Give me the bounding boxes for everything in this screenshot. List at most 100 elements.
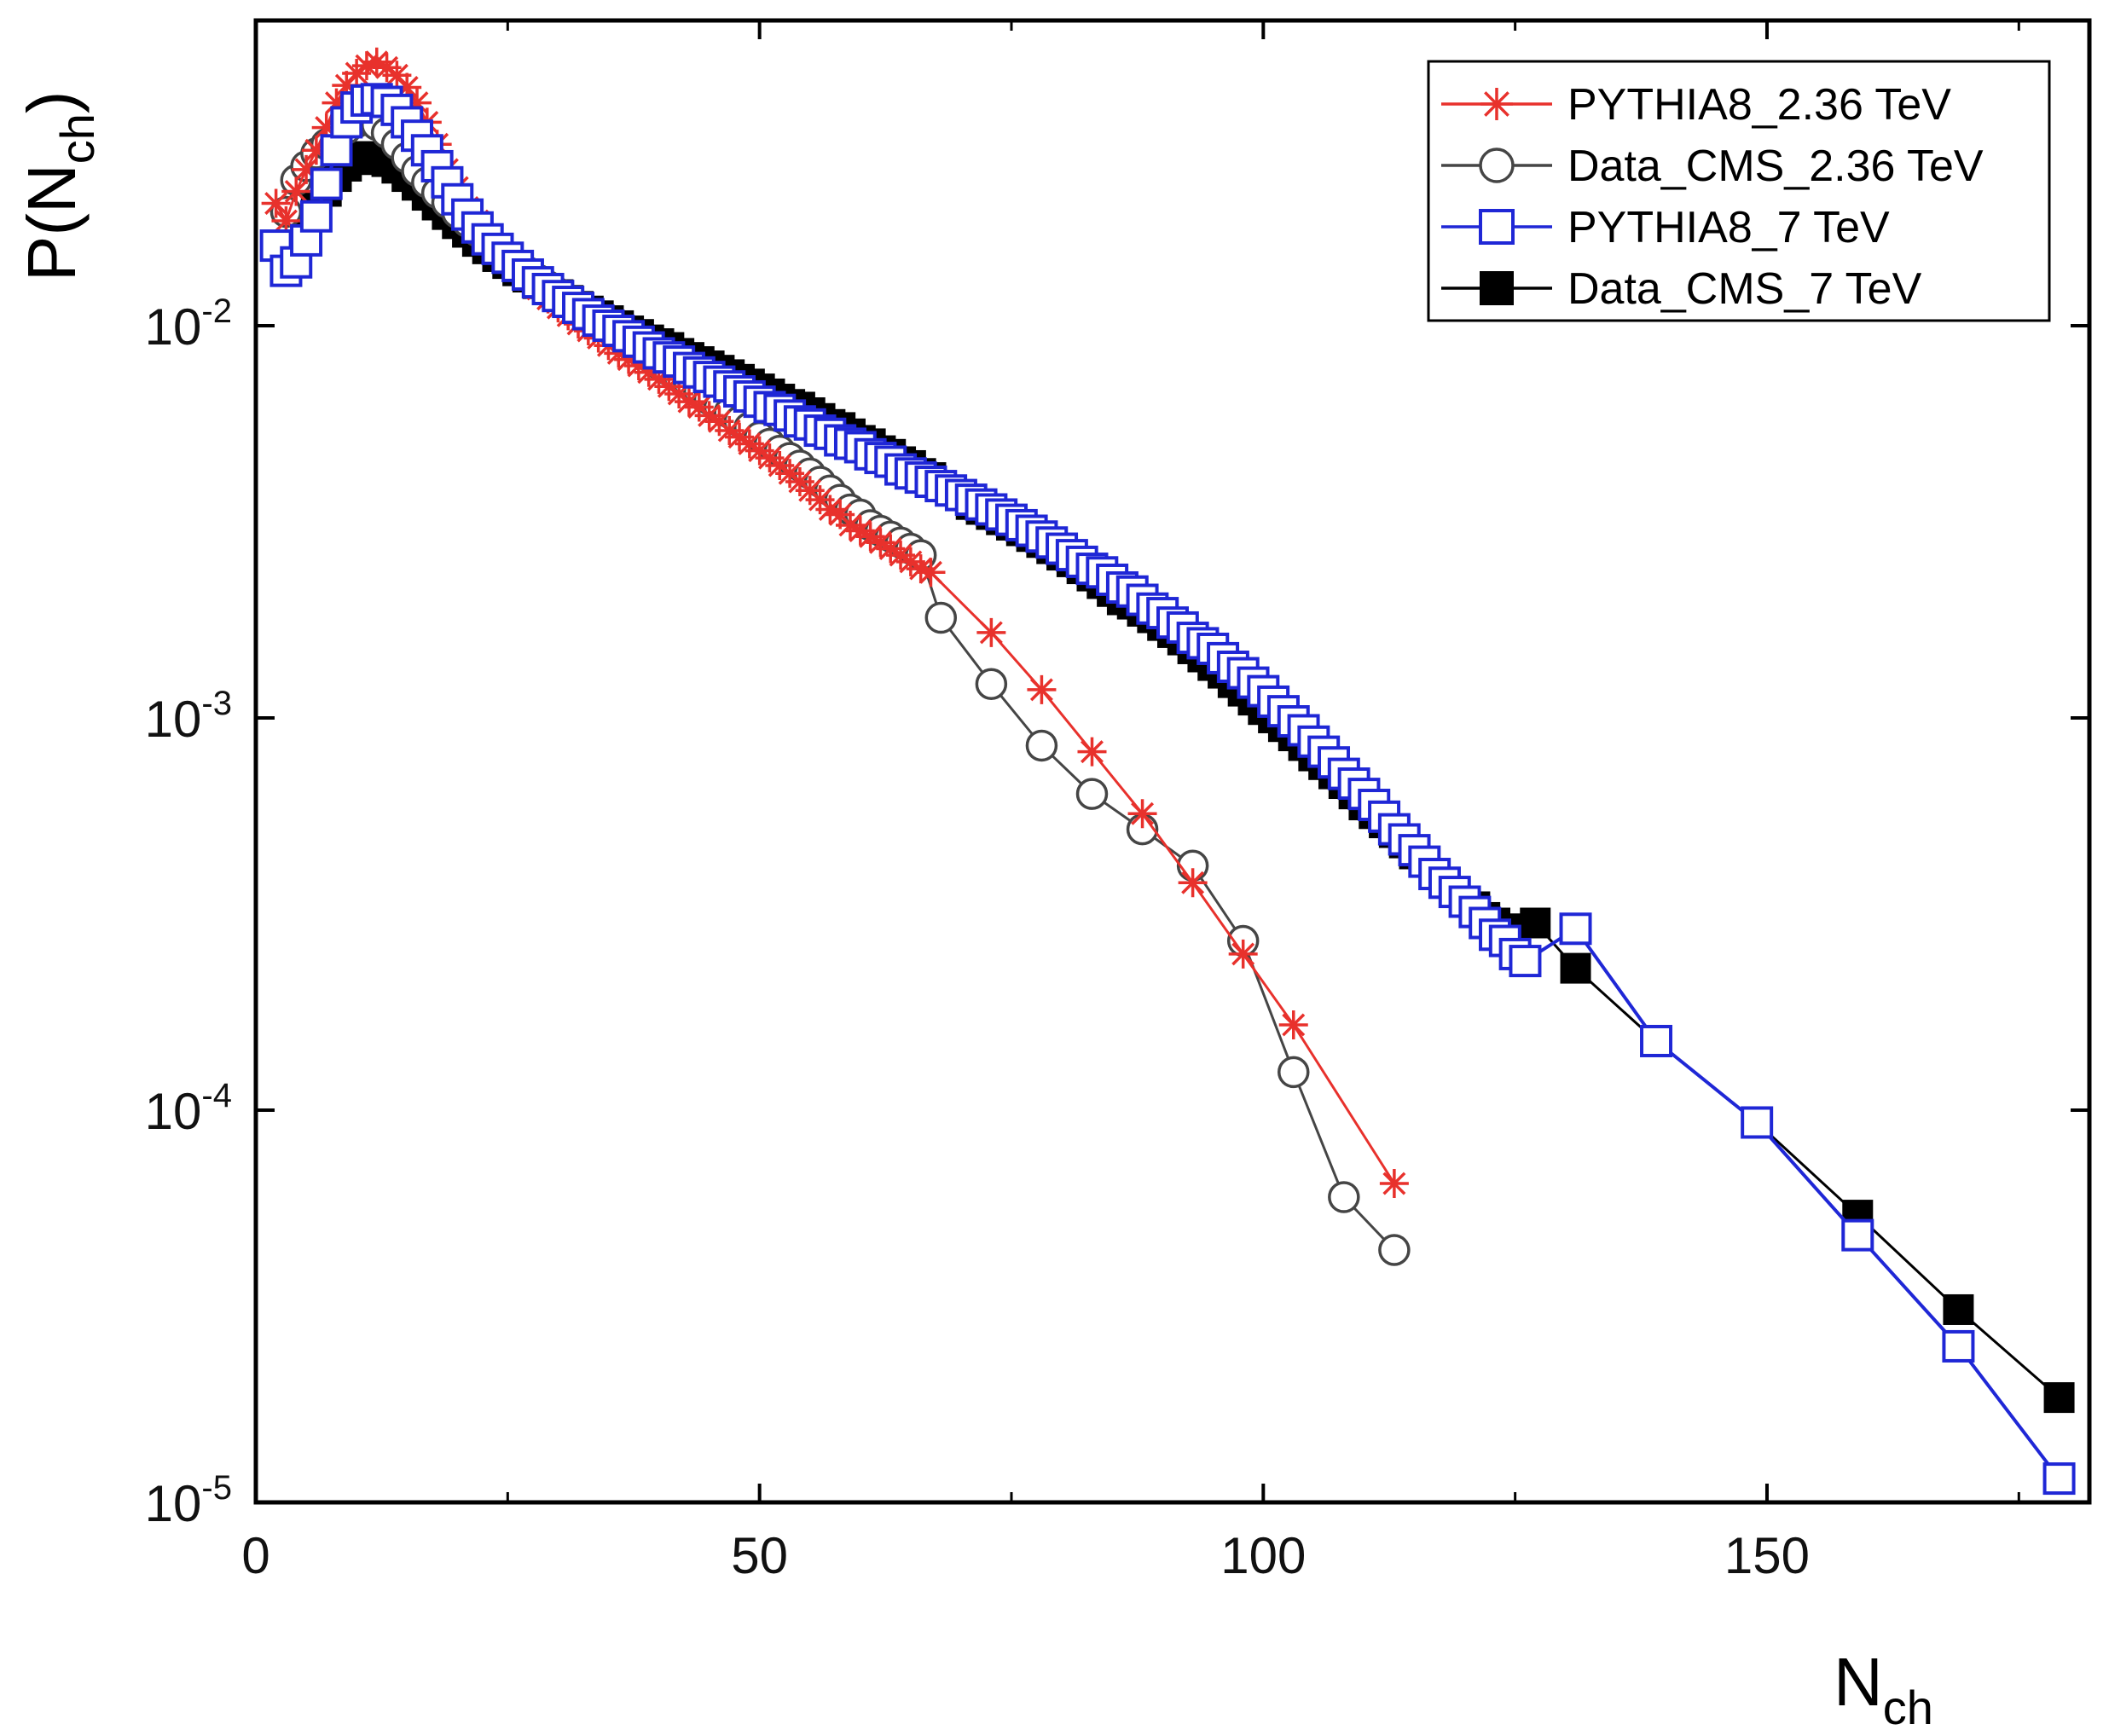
data-point xyxy=(310,167,343,200)
y-tick-label-exponent: -4 xyxy=(201,1077,232,1114)
series-group xyxy=(259,47,2076,1496)
data-point xyxy=(886,541,916,570)
data-point xyxy=(916,558,946,587)
data-point xyxy=(745,436,774,466)
data-point xyxy=(734,429,764,459)
data-point xyxy=(320,134,353,167)
data-point xyxy=(1559,912,1592,946)
data-point xyxy=(1560,952,1591,984)
series-1 xyxy=(261,47,1409,1199)
data-point xyxy=(362,47,391,77)
legend-label: Data_CMS_7 TeV xyxy=(1567,264,1922,314)
y-tick-label-exponent: -2 xyxy=(201,292,232,330)
legend-item: PYTHIA8_7 TeV xyxy=(1441,203,1890,252)
data-point xyxy=(694,401,724,431)
y-tick-label-base: 10 xyxy=(145,298,202,356)
legend-marker xyxy=(1480,271,1514,305)
x-tick-label: 150 xyxy=(1724,1527,1810,1584)
data-point xyxy=(1328,1181,1360,1213)
y-tick-labels: 10-510-410-310-2 xyxy=(145,292,232,1532)
x-tick-label: 100 xyxy=(1220,1527,1306,1584)
data-point xyxy=(644,364,674,394)
data-point xyxy=(292,154,322,184)
y-tick-label-base: 10 xyxy=(145,691,202,748)
legend-marker xyxy=(1479,209,1515,245)
data-point xyxy=(1178,868,1208,898)
data-point xyxy=(725,422,755,452)
data-point xyxy=(1075,778,1109,810)
data-point xyxy=(895,547,925,576)
legend-item: Data_CMS_2.36 TeV xyxy=(1441,142,1984,191)
x-tick-labels: 0 50 100 150 xyxy=(241,1527,1810,1584)
data-point xyxy=(654,372,684,402)
data-point xyxy=(765,450,795,480)
data-point xyxy=(924,601,958,634)
data-point xyxy=(2042,1462,2076,1496)
data-point xyxy=(1379,1169,1409,1199)
data-point xyxy=(392,72,422,102)
y-tick-label-exponent: -3 xyxy=(201,685,232,722)
legend-label: PYTHIA8_7 TeV xyxy=(1567,203,1890,252)
data-point xyxy=(1942,1329,1975,1363)
legend-item: Data_CMS_7 TeV xyxy=(1441,264,1922,314)
data-point xyxy=(1077,737,1107,767)
data-point xyxy=(332,71,362,101)
data-point xyxy=(281,176,311,206)
data-point xyxy=(855,522,885,552)
y-axis-title-suffix: ) xyxy=(14,90,90,113)
x-tick-label: 50 xyxy=(731,1527,788,1584)
data-point xyxy=(614,344,644,374)
data-point xyxy=(382,61,412,90)
y-tick-label: 10-5 xyxy=(145,1469,232,1532)
data-point xyxy=(604,339,634,368)
y-tick-label-exponent: -5 xyxy=(201,1469,232,1507)
data-point xyxy=(1640,1024,1673,1057)
data-point xyxy=(2043,1382,2075,1414)
data-point xyxy=(403,88,432,118)
data-point xyxy=(975,668,1008,700)
data-point xyxy=(299,200,333,233)
data-point xyxy=(845,516,875,546)
data-point xyxy=(835,510,865,540)
data-point xyxy=(1025,729,1058,762)
data-point xyxy=(1278,1056,1310,1089)
data-point xyxy=(1741,1106,1774,1139)
y-tick-label: 10-2 xyxy=(145,292,232,356)
data-point xyxy=(1027,674,1057,704)
data-point xyxy=(301,136,331,165)
y-axis-title-prefix: P(N xyxy=(14,164,90,281)
legend: PYTHIA8_2.36 TeV Data_CMS_2.36 TeV PYTHIA8… xyxy=(1427,60,2051,322)
data-point xyxy=(1943,1293,1974,1325)
data-point xyxy=(342,58,372,88)
data-point xyxy=(755,443,785,473)
data-point xyxy=(372,53,402,83)
data-point xyxy=(674,387,704,417)
legend-entries: PYTHIA8_2.36 TeV Data_CMS_2.36 TeV PYTHIA8… xyxy=(1441,80,1984,314)
data-point xyxy=(866,528,895,558)
data-point xyxy=(634,357,663,387)
x-axis-title: Nch xyxy=(1834,1644,1933,1734)
data-point xyxy=(815,495,845,524)
data-point xyxy=(271,206,301,236)
data-point xyxy=(876,534,906,564)
y-axis-title: P(Nch) xyxy=(14,90,104,281)
data-point xyxy=(1841,1218,1874,1252)
legend-item: PYTHIA8_2.36 TeV xyxy=(1441,80,1951,130)
data-point xyxy=(1228,939,1258,969)
data-point xyxy=(976,617,1006,647)
series-3 xyxy=(259,83,2076,1496)
data-point xyxy=(1520,907,1551,939)
x-tick-label: 0 xyxy=(241,1527,269,1584)
data-point xyxy=(351,51,381,81)
x-axis-title-base: N xyxy=(1834,1644,1883,1720)
legend-marker xyxy=(1480,88,1513,120)
data-point xyxy=(1127,799,1157,829)
data-point xyxy=(664,379,694,408)
y-tick-label: 10-3 xyxy=(145,685,232,748)
plot-frame xyxy=(253,18,2092,1505)
data-point xyxy=(906,554,936,584)
data-point xyxy=(322,88,351,118)
y-axis-title-sub: ch xyxy=(50,113,104,164)
data-point xyxy=(1378,1234,1411,1266)
